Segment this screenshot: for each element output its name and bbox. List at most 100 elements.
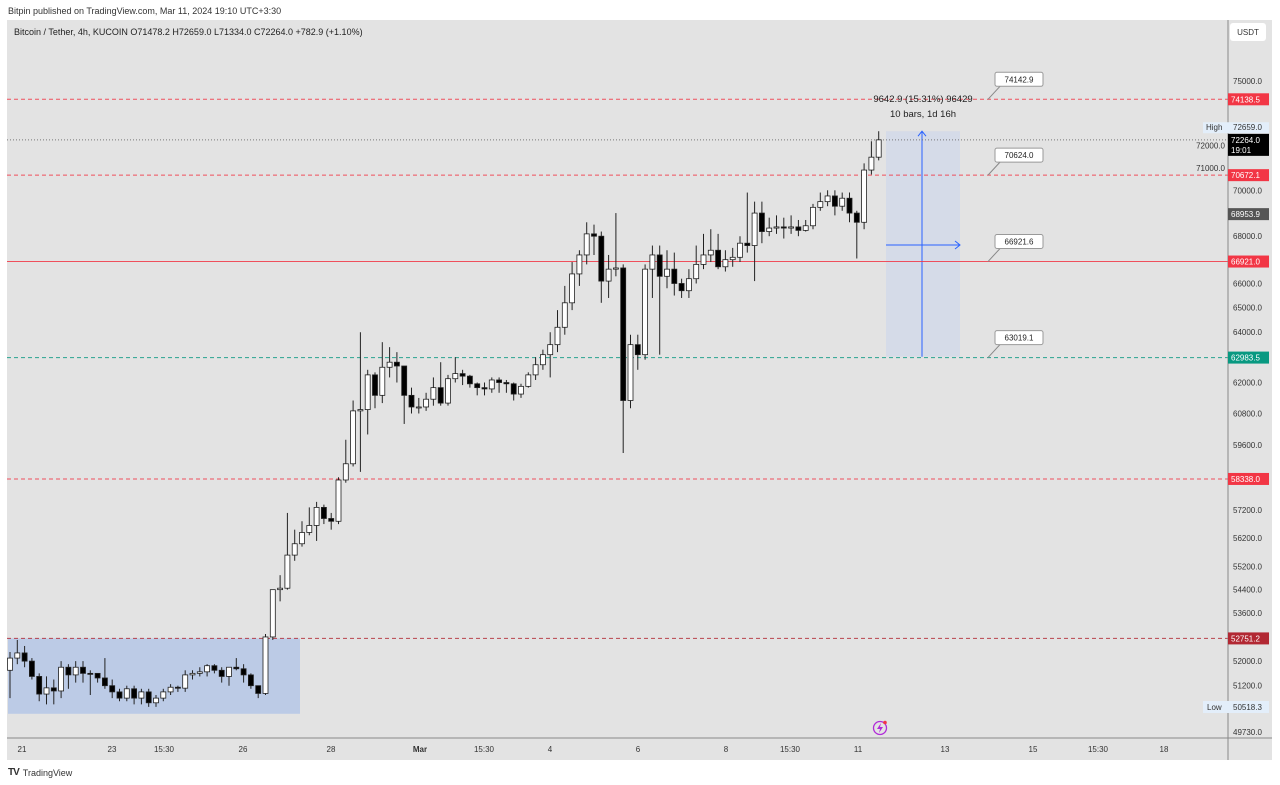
candle-body xyxy=(474,383,481,389)
last-price-badge-bg xyxy=(1228,133,1269,156)
candle-body xyxy=(569,273,575,304)
candle-body xyxy=(671,268,678,284)
price-tick-label: 55200.0 xyxy=(1233,563,1262,572)
candle-body xyxy=(540,354,546,366)
candle-body xyxy=(364,374,371,410)
candle-body xyxy=(204,665,211,673)
published-caption: Bitpin published on TradingView.com, Mar… xyxy=(8,6,282,16)
time-tick-label: 13 xyxy=(941,745,950,754)
high-label: High xyxy=(1206,123,1222,132)
candle-body xyxy=(861,169,867,223)
candle-body xyxy=(240,668,247,676)
candle-body xyxy=(408,394,415,408)
chart-area[interactable] xyxy=(7,20,1272,760)
measure-range-box[interactable] xyxy=(886,131,960,357)
candle-body xyxy=(145,691,152,704)
candle-body xyxy=(591,233,597,237)
time-tick-label: 15:30 xyxy=(474,745,495,754)
callout-box[interactable] xyxy=(994,330,1044,346)
price-tick-label: 49730.0 xyxy=(1233,728,1262,737)
level-price-badge-bg xyxy=(1228,93,1269,106)
callout-box[interactable] xyxy=(994,234,1044,250)
candle-body xyxy=(50,687,57,692)
candle-body xyxy=(583,233,590,256)
candle-body xyxy=(306,525,313,533)
callout-box[interactable] xyxy=(994,147,1044,163)
candle-body xyxy=(226,666,232,677)
level-price-badge-bg xyxy=(1228,255,1269,268)
price-tick-label: 59600.0 xyxy=(1233,441,1262,450)
lightning-icon[interactable] xyxy=(872,720,888,736)
candle-body xyxy=(357,409,364,412)
time-tick-label: 6 xyxy=(636,745,641,754)
currency-button[interactable]: USDT xyxy=(1230,23,1266,41)
candle-body xyxy=(14,652,21,659)
candle-body xyxy=(415,406,422,409)
candle-body xyxy=(459,373,466,377)
callout-label: 66921.6 xyxy=(1005,238,1034,247)
candle-body xyxy=(335,479,342,522)
candle-body xyxy=(773,226,780,229)
level-price-badge-bg xyxy=(1228,169,1269,182)
callout-pointer xyxy=(987,85,1001,100)
candle-body xyxy=(255,685,262,694)
candle-body xyxy=(795,226,802,231)
tradingview-logo: TV xyxy=(8,767,20,778)
candle-body xyxy=(634,344,641,356)
candle-body xyxy=(138,691,145,699)
candle-body xyxy=(715,249,721,268)
callout-box[interactable] xyxy=(994,71,1044,87)
price-tick-label: 70000.0 xyxy=(1233,186,1262,195)
candle-body xyxy=(313,506,320,526)
price-tick-label: 52000.0 xyxy=(1233,657,1262,666)
candle-body xyxy=(430,387,437,400)
candle-body xyxy=(109,685,116,693)
candle-body xyxy=(7,657,13,671)
time-tick-label: 21 xyxy=(18,745,27,754)
price-tick-label: 51200.0 xyxy=(1233,682,1262,691)
candle-body xyxy=(744,242,751,246)
candle-body xyxy=(167,686,174,693)
candle-body xyxy=(116,691,123,699)
price-tick-label: 54400.0 xyxy=(1233,586,1262,595)
low-value: 50518.3 xyxy=(1233,703,1262,712)
candle-body xyxy=(233,666,240,670)
candle-body xyxy=(620,267,627,401)
arrow-right-icon xyxy=(954,240,961,250)
candle-body xyxy=(174,686,181,689)
candle-body xyxy=(372,374,378,396)
level-price-badge: 70672.1 xyxy=(1231,171,1260,180)
candle-body xyxy=(700,254,707,265)
candle-body xyxy=(839,197,846,207)
callout-pointer xyxy=(987,248,1001,262)
candle-body xyxy=(58,666,64,692)
candle-body xyxy=(350,410,357,465)
candle-body xyxy=(554,326,561,346)
candle-body xyxy=(379,366,386,396)
candle-body xyxy=(737,242,743,258)
candle-body xyxy=(868,156,875,171)
candle-body xyxy=(875,139,882,158)
candle-body xyxy=(561,302,568,328)
candle-body xyxy=(759,212,765,232)
arrow-up-icon xyxy=(917,130,927,137)
candle-body xyxy=(525,374,532,387)
time-tick-label: 23 xyxy=(108,745,117,754)
price-tick-label: 53600.0 xyxy=(1233,609,1262,618)
price-tick-label: 57200.0 xyxy=(1233,506,1262,515)
candle-body xyxy=(189,672,196,676)
last-price-label: 72264.0 xyxy=(1231,136,1260,145)
candle-body xyxy=(269,589,276,638)
candle-body xyxy=(664,268,670,277)
candle-body xyxy=(87,672,94,675)
candle-body xyxy=(94,672,101,679)
candle-body xyxy=(729,256,736,261)
candle-body xyxy=(160,691,167,699)
brand-label: TradingView xyxy=(22,767,73,778)
candle-body xyxy=(65,666,72,676)
candle-body xyxy=(766,227,773,232)
candle-body xyxy=(247,674,254,687)
price-tick-label: 65000.0 xyxy=(1233,304,1262,313)
candle-body xyxy=(466,375,473,385)
